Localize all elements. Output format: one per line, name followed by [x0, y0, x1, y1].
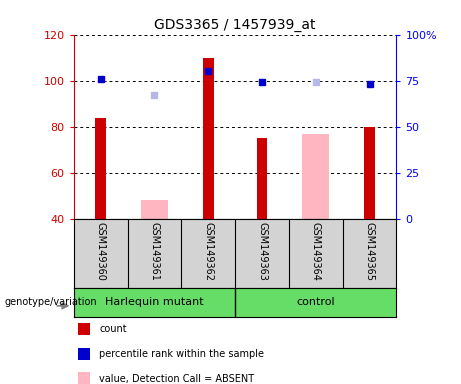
- Text: GSM149361: GSM149361: [149, 222, 160, 281]
- Bar: [302, 134, 329, 219]
- Title: GDS3365 / 1457939_at: GDS3365 / 1457939_at: [154, 18, 316, 32]
- Text: percentile rank within the sample: percentile rank within the sample: [99, 349, 264, 359]
- Bar: [95, 118, 106, 219]
- Text: count: count: [99, 324, 127, 334]
- Text: value, Detection Call = ABSENT: value, Detection Call = ABSENT: [99, 374, 254, 384]
- Bar: [364, 127, 375, 219]
- Bar: [141, 200, 168, 219]
- Text: control: control: [296, 297, 335, 308]
- Text: GSM149363: GSM149363: [257, 222, 267, 281]
- Bar: [257, 138, 267, 219]
- Text: genotype/variation: genotype/variation: [5, 297, 97, 308]
- Text: GSM149360: GSM149360: [95, 222, 106, 281]
- Text: GSM149365: GSM149365: [365, 222, 375, 281]
- Text: GSM149362: GSM149362: [203, 222, 213, 281]
- Text: GSM149364: GSM149364: [311, 222, 321, 281]
- Bar: [203, 58, 213, 219]
- Text: Harlequin mutant: Harlequin mutant: [105, 297, 204, 308]
